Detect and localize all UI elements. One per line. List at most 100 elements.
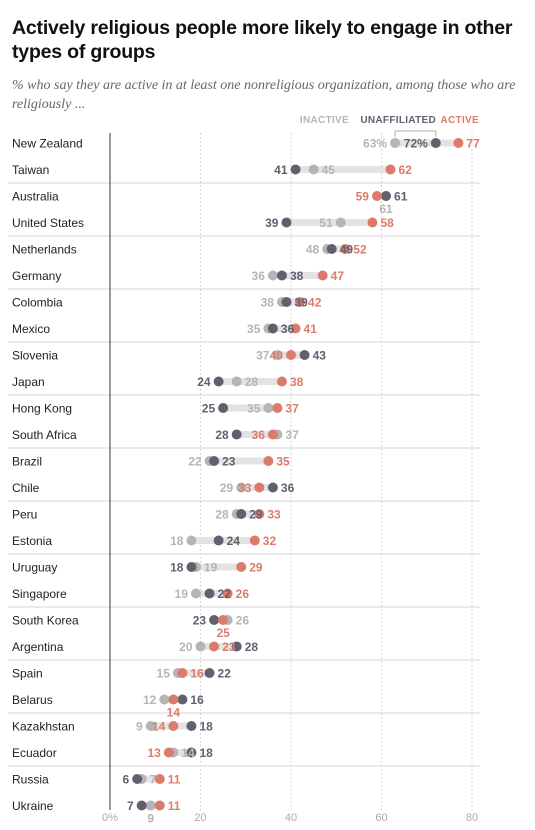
value-label-inactive: 29: [220, 481, 234, 495]
value-label-unaffiliated: 43: [313, 349, 327, 363]
value-label-inactive: 36: [252, 269, 266, 283]
value-label-active: 11: [168, 773, 181, 787]
x-tick-label: 40: [285, 812, 297, 824]
dot-inactive: [145, 800, 156, 811]
value-label-unaffiliated: 7: [127, 799, 134, 813]
value-label-inactive: 9: [136, 720, 143, 734]
country-label: South Africa: [12, 428, 77, 442]
value-label-active: 77: [466, 137, 480, 151]
dot-unaffiliated: [177, 694, 188, 705]
dot-unaffiliated: [281, 217, 292, 228]
dot-unaffiliated: [267, 323, 278, 334]
country-label: Ukraine: [12, 799, 54, 813]
value-label-active: 11: [168, 799, 181, 813]
value-label-unaffiliated: 39: [265, 216, 279, 230]
dot-unaffiliated: [209, 615, 220, 625]
dot-inactive: [231, 376, 242, 387]
value-label-inactive: 35: [247, 322, 261, 336]
country-label: Netherlands: [12, 243, 77, 257]
value-label-unaffiliated: 18: [199, 746, 213, 760]
dot-unaffiliated: [186, 747, 197, 758]
value-label-active: 35: [276, 455, 290, 469]
dot-active: [290, 323, 301, 334]
dot-active: [276, 376, 287, 387]
dot-unaffiliated: [290, 164, 301, 175]
dot-active: [453, 138, 464, 148]
country-label: Peru: [12, 508, 37, 522]
value-label-inactive: 12: [143, 693, 157, 707]
legend-bracket: [394, 130, 437, 137]
dot-active: [263, 456, 274, 466]
country-label: Uruguay: [12, 561, 57, 575]
value-label-unaffiliated: 28: [215, 428, 229, 442]
value-label-active: 42: [308, 296, 322, 310]
value-label-unaffiliated: 23: [193, 614, 207, 628]
dot-inactive: [145, 721, 156, 731]
value-label-inactive: 37: [285, 428, 299, 442]
dot-active: [367, 217, 378, 228]
dot-inactive: [186, 535, 197, 546]
value-label-inactive: 14: [181, 746, 195, 760]
value-label-active: 16: [190, 667, 204, 681]
dot-active: [168, 721, 179, 731]
value-label-inactive: 51: [319, 216, 333, 230]
value-label-inactive: 37: [256, 349, 270, 363]
value-label-inactive: 18: [170, 534, 184, 548]
dot-inactive: [195, 641, 206, 652]
country-label: Brazil: [12, 455, 42, 469]
country-label: Russia: [12, 773, 49, 787]
value-label-unaffiliated: 24: [227, 534, 241, 548]
dot-active: [371, 191, 382, 201]
value-label-unaffiliated: 16: [190, 693, 204, 707]
country-label: Slovenia: [12, 349, 58, 363]
dot-unaffiliated: [218, 403, 229, 413]
value-label-unaffiliated: 36: [281, 481, 295, 495]
dot-unaffiliated: [213, 376, 224, 387]
country-label: Chile: [12, 481, 40, 495]
x-tick-label: 20: [194, 812, 206, 824]
country-label: Ecuador: [12, 746, 57, 760]
dot-inactive: [308, 164, 319, 175]
dot-unaffiliated: [231, 641, 242, 652]
dot-active: [163, 747, 174, 758]
dot-unaffiliated: [204, 588, 215, 599]
country-label: Singapore: [12, 587, 67, 601]
country-label: Argentina: [12, 640, 64, 654]
value-label-unaffiliated: 23: [222, 455, 236, 469]
value-label-active: 33: [267, 508, 281, 522]
dot-unaffiliated: [236, 509, 247, 519]
value-label-inactive: 9: [147, 812, 154, 826]
dot-active: [254, 482, 265, 493]
value-label-inactive: 48: [306, 243, 320, 257]
country-label: Taiwan: [12, 163, 49, 177]
x-tick-label: 60: [375, 812, 387, 824]
value-label-active: 41: [304, 322, 318, 336]
value-label-active: 23: [222, 640, 236, 654]
legend-active: ACTIVE: [441, 115, 479, 126]
dot-active: [254, 509, 265, 519]
dot-inactive: [190, 588, 201, 599]
value-label-unaffiliated: 36: [281, 322, 295, 336]
value-label-inactive: 35: [247, 402, 261, 416]
dot-unaffiliated: [276, 270, 287, 281]
value-label-unaffiliated: 25: [202, 402, 216, 416]
dot-unaffiliated: [326, 244, 337, 254]
dot-unaffiliated: [231, 429, 242, 440]
dot-unaffiliated: [213, 535, 224, 546]
legend-unaffiliated: UNAFFILIATED: [360, 115, 436, 126]
chart-subtitle: % who say they are active in at least on…: [12, 78, 516, 112]
value-label-unaffiliated: 38: [290, 269, 304, 283]
country-label: South Korea: [12, 614, 79, 628]
dot-active: [177, 668, 188, 678]
dot-unaffiliated: [186, 721, 197, 731]
dot-active: [222, 588, 233, 599]
value-label-inactive: 15: [157, 667, 171, 681]
dot-unaffiliated: [281, 297, 292, 307]
value-label-active: 58: [380, 216, 394, 230]
value-label-active: 29: [249, 561, 263, 575]
value-label-unaffiliated: 28: [245, 640, 259, 654]
value-label-active: 14: [152, 720, 166, 734]
chart-title: Actively religious people more likely to…: [12, 17, 513, 63]
dot-active: [286, 350, 296, 360]
value-label-active: 25: [216, 626, 230, 640]
